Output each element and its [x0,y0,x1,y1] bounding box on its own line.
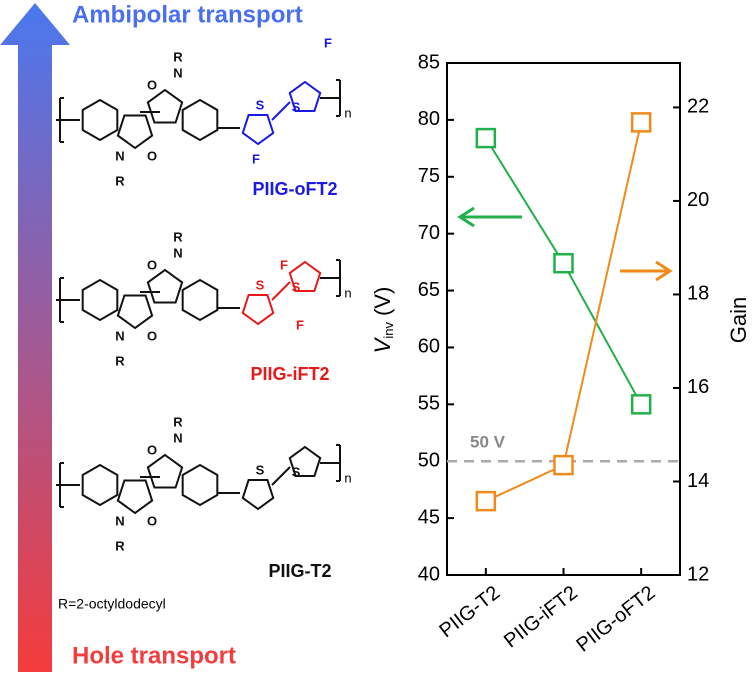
marker [553,252,574,274]
arrow-top-label: Ambipolar transport [72,1,303,28]
repeat-unit: n [344,470,351,485]
marker [630,394,652,415]
bond-ring [81,463,119,507]
atom-label: N [173,430,182,445]
r-note: R=2-octyldodecyl [58,596,166,612]
marker [553,454,574,476]
bond-ring [146,88,184,124]
bond [271,281,291,301]
atom-label: O [147,442,157,457]
atom-label: F [324,35,332,50]
y-axis-label-part: V [370,336,395,353]
bond-ring [116,294,154,330]
right-axis-arrow [620,260,673,282]
atom-label: N [115,513,124,528]
series-line [485,122,643,503]
bond-ring [81,278,119,322]
atom-label: R [115,353,125,368]
bond-ring [181,278,219,322]
x-tick-label: PIIG-iFT2 [500,582,582,653]
y-axis-label-part: inv [381,322,396,339]
y2-tick-label: 22 [687,96,709,118]
y2-tick-label: 20 [687,189,709,211]
transport-arrow [0,3,70,672]
atom-label: N [173,245,182,260]
bond-ring [146,268,184,304]
bond [271,101,291,121]
atom-label: O [147,513,157,528]
bond-ring [288,445,322,477]
atom-label: S [292,279,301,294]
x-tick-label: PIIG-oFT2 [572,582,659,657]
marker [475,127,497,149]
y-tick-label: 80 [418,108,440,130]
y-tick-label: 40 [418,563,440,585]
y-tick-label: 55 [418,393,440,415]
y-tick-label: 45 [418,506,440,528]
molecule-name: PIIG-T2 [268,561,331,581]
atom-label: F [280,257,288,272]
bond-ring [241,479,275,511]
atom-label: S [292,464,301,479]
bond-ring [81,98,119,142]
bond-ring [288,80,322,112]
y-tick-label: 60 [418,336,440,358]
atom-label: S [256,97,265,112]
bond-ring [181,463,219,507]
atom-label: S [292,99,301,114]
repeat-unit: n [344,285,351,300]
y-tick-label: 75 [418,165,440,187]
bond-ring [116,479,154,515]
atom-label: O [147,77,157,92]
atom-label: O [147,257,157,272]
molecule-name: PIIG-iFT2 [250,364,329,384]
atom-label: N [173,65,182,80]
y2-axis-label: Gain [726,297,751,343]
y-axis-label: Vinv (V) [370,287,397,354]
y2-tick-label: 16 [687,376,709,398]
bond [271,466,291,486]
atom-label: F [252,151,260,166]
arrow-bottom-label: Hole transport [72,642,236,669]
atom-label: R [173,414,183,429]
molecule-name: PIIG-oFT2 [253,179,338,199]
atom-label: O [147,148,157,163]
y-tick-label: 65 [418,279,440,301]
y-tick-label: 50 [418,450,440,472]
y2-tick-label: 14 [687,470,709,492]
marker [475,490,497,512]
y-tick-label: 70 [418,222,440,244]
reference-label: 50 V [470,433,506,452]
atom-label: N [115,328,124,343]
y2-tick-label: 12 [687,563,709,585]
repeat-unit: n [344,105,351,120]
atom-label: R [173,229,183,244]
y-tick-label: 85 [418,51,440,73]
atom-label: R [115,173,125,188]
bond-ring [241,114,275,146]
atom-label: O [147,328,157,343]
atom-label: F [296,317,304,332]
left-axis-arrow [457,206,522,228]
atom-label: S [256,277,265,292]
y2-tick-label: 18 [687,283,709,305]
marker [630,112,652,133]
bond-ring [288,260,322,292]
bond-ring [146,453,184,489]
bond-ring [116,114,154,150]
bond-ring [181,98,219,142]
atom-label: R [115,538,125,553]
atom-label: N [115,148,124,163]
atom-label: R [173,49,183,64]
y-axis-label-part: (V) [370,287,395,316]
atom-label: S [256,462,265,477]
x-tick-label: PIIG-T2 [435,582,504,642]
bond-ring [241,294,275,326]
